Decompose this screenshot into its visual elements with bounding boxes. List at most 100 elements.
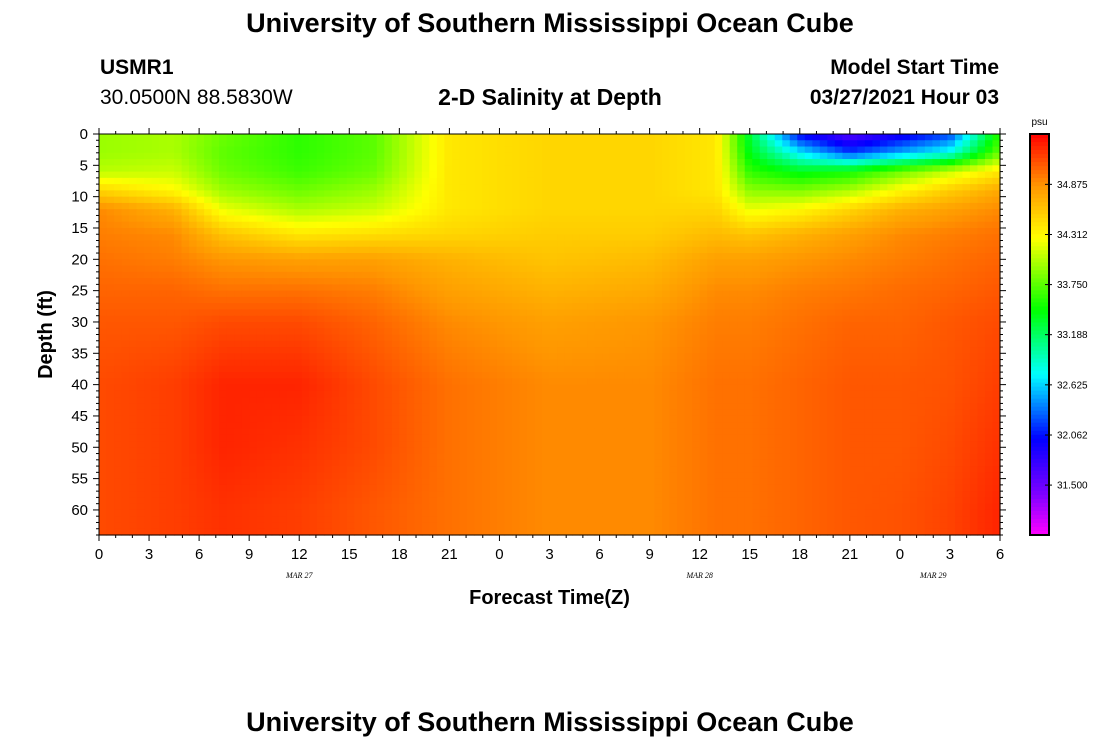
heatmap-cell xyxy=(864,171,873,179)
heatmap-cell xyxy=(159,315,168,323)
heatmap-cell xyxy=(617,328,626,336)
heatmap-cell xyxy=(947,196,956,204)
heatmap-cell xyxy=(451,240,460,248)
heatmap-cell xyxy=(309,321,318,329)
heatmap-cell xyxy=(534,152,543,160)
heatmap-cell xyxy=(894,140,903,148)
heatmap-cell xyxy=(151,278,160,285)
heatmap-cell xyxy=(151,209,160,217)
heatmap-cell xyxy=(647,384,656,392)
heatmap-cell xyxy=(256,202,265,210)
heatmap-cell xyxy=(414,177,423,185)
heatmap-cell xyxy=(669,347,678,354)
heatmap-cell xyxy=(587,190,596,198)
heatmap-cell xyxy=(774,303,783,311)
heatmap-cell xyxy=(391,271,400,279)
heatmap-cell xyxy=(594,259,603,267)
heatmap-cell xyxy=(286,290,295,298)
heatmap-cell xyxy=(346,240,355,248)
heatmap-cell xyxy=(204,246,213,254)
heatmap-cell xyxy=(324,328,333,336)
heatmap-cell xyxy=(894,315,903,323)
heatmap-cell xyxy=(924,259,934,267)
heatmap-cell xyxy=(316,365,325,373)
heatmap-cell xyxy=(797,309,806,317)
heatmap-cell xyxy=(421,290,430,298)
heatmap-cell xyxy=(174,221,183,229)
heatmap-cell xyxy=(872,171,881,179)
heatmap-cell xyxy=(376,209,385,217)
heatmap-cell xyxy=(526,321,536,329)
heatmap-cell xyxy=(969,296,979,304)
heatmap-cell xyxy=(301,146,310,154)
heatmap-cell xyxy=(617,140,626,148)
heatmap-cell xyxy=(639,159,648,166)
heatmap-cell xyxy=(219,303,228,311)
heatmap-cell xyxy=(699,384,708,392)
heatmap-cell xyxy=(474,278,483,285)
heatmap-cell xyxy=(541,209,551,217)
heatmap-cell xyxy=(106,309,115,317)
heatmap-cell xyxy=(444,296,453,304)
heatmap-cell xyxy=(294,140,303,148)
heatmap-cell xyxy=(722,202,731,210)
heatmap-cell xyxy=(617,196,626,204)
heatmap-cell xyxy=(654,340,663,348)
heatmap-cell xyxy=(939,290,949,298)
heatmap-cell xyxy=(977,246,986,254)
heatmap-cell xyxy=(647,290,656,298)
heatmap-cell xyxy=(429,234,438,242)
heatmap-cell xyxy=(504,384,513,392)
heatmap-cell xyxy=(541,177,551,185)
heatmap-cell xyxy=(159,140,168,148)
heatmap-cell xyxy=(421,253,430,260)
heatmap-cell xyxy=(204,234,213,242)
heatmap-cell xyxy=(647,215,656,223)
heatmap-cell xyxy=(947,278,956,285)
heatmap-cell xyxy=(339,321,348,329)
heatmap-cell xyxy=(361,340,370,348)
heatmap-cell xyxy=(189,390,198,398)
heatmap-cell xyxy=(737,321,746,329)
heatmap-cell xyxy=(114,159,123,166)
heatmap-cell xyxy=(849,215,858,223)
heatmap-cell xyxy=(624,165,633,173)
heatmap-cell xyxy=(594,309,603,317)
heatmap-cell xyxy=(211,372,220,379)
heatmap-cell xyxy=(662,140,671,148)
heatmap-cell xyxy=(384,190,393,198)
heatmap-cell xyxy=(639,328,648,336)
heatmap-cell xyxy=(294,246,303,254)
heatmap-cell xyxy=(887,134,896,141)
heatmap-cell xyxy=(857,372,866,379)
heatmap-cell xyxy=(496,365,506,373)
heatmap-cell xyxy=(151,159,160,166)
heatmap-cell xyxy=(992,353,1001,361)
heatmap-cell xyxy=(707,184,716,191)
heatmap-cell xyxy=(872,340,881,348)
heatmap-cell xyxy=(797,328,806,336)
heatmap-cell xyxy=(707,221,716,229)
heatmap-cell xyxy=(496,340,506,348)
heatmap-cell xyxy=(932,240,941,248)
heatmap-cell xyxy=(399,171,408,179)
heatmap-cell xyxy=(444,303,453,311)
heatmap-cell xyxy=(99,246,108,254)
heatmap-cell xyxy=(872,328,881,336)
heatmap-cell xyxy=(992,365,1001,373)
heatmap-cell xyxy=(309,253,318,260)
heatmap-cell xyxy=(286,321,295,329)
heatmap-cell xyxy=(346,246,355,254)
heatmap-cell xyxy=(234,171,243,179)
heatmap-cell xyxy=(241,353,250,361)
heatmap-cell xyxy=(204,372,213,379)
heatmap-cell xyxy=(376,196,385,204)
heatmap-cell xyxy=(849,278,858,285)
heatmap-cell xyxy=(947,209,956,217)
heatmap-cell xyxy=(819,278,828,285)
heatmap-cell xyxy=(421,372,430,379)
heatmap-cell xyxy=(909,184,919,191)
heatmap-cell xyxy=(759,215,768,223)
heatmap-cell xyxy=(984,296,994,304)
heatmap-cell xyxy=(774,159,783,166)
